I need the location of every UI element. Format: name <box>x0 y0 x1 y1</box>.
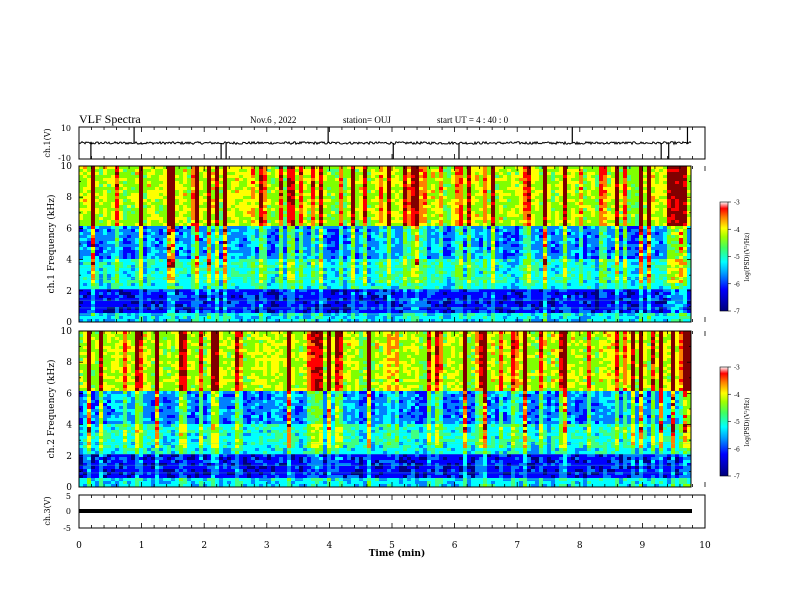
ch1-spectrogram-image <box>79 166 692 323</box>
spec-ytick-label: 10 <box>61 327 73 337</box>
colorbar-tick-label: -7 <box>734 309 740 316</box>
colorbar-tick-label: -6 <box>734 446 740 453</box>
ch1-colorbar <box>719 201 729 312</box>
x-tick-label: 3 <box>264 541 270 551</box>
spec-ytick-label: 8 <box>66 358 72 368</box>
colorbar-tick-label: -6 <box>734 281 740 288</box>
x-tick-label: 6 <box>452 541 458 551</box>
colorbar-tick-label: -5 <box>734 254 740 261</box>
colorbar-tick-label: -3 <box>734 200 740 207</box>
spec-ytick-label: 4 <box>66 256 72 266</box>
colorbar-tick-label: -7 <box>734 474 740 481</box>
ch1-colorbar-label: log(PSD)(V²/Hz) <box>744 233 751 282</box>
x-tick-label: 1 <box>139 541 145 551</box>
x-axis: 0 1 2 3 4 5 6 7 8 9 10 <box>76 127 711 551</box>
ch1-spike-group <box>90 127 689 159</box>
spec-ytick-label: 2 <box>66 287 72 297</box>
x-tick-label: 0 <box>76 541 82 551</box>
ch3-ytick-mid: 0 <box>66 507 71 516</box>
ch3-waveform-line <box>79 509 692 513</box>
date-label: Nov.6 , 2022 <box>250 115 296 125</box>
x-tick-label: 10 <box>699 541 711 551</box>
x-tick-label: 8 <box>577 541 583 551</box>
ch2-colorbar <box>719 366 729 477</box>
colorbar-tick-label: -4 <box>734 227 740 234</box>
ch1-waveform-line <box>78 140 692 146</box>
x-tick-label: 5 <box>389 541 395 551</box>
ch1-ytick-top: 10 <box>61 124 71 133</box>
spec-ytick-label: 8 <box>66 193 72 203</box>
ch1-ytick-bottom: -10 <box>58 154 71 163</box>
spec-ytick-label: 10 <box>61 162 73 172</box>
colorbar-tick-label: -3 <box>734 365 740 372</box>
x-tick-label: 4 <box>327 541 333 551</box>
spec-ytick-label: 2 <box>66 452 72 462</box>
colorbar-tick-label: -5 <box>734 419 740 426</box>
spec-ytick-label: 4 <box>66 421 72 431</box>
x-tick-label: 9 <box>640 541 646 551</box>
x-tick-label: 7 <box>514 541 520 551</box>
ch2-spec-ylabel: ch.2 Frequency (kHz) <box>46 360 57 459</box>
x-axis-label: Time (min) <box>369 548 426 559</box>
ch3-ylabel: ch.3(V) <box>43 496 52 525</box>
start-time-label: start UT = 4 : 40 : 0 <box>437 115 509 125</box>
ch3-ytick-top: 5 <box>66 492 71 501</box>
ch1-ylabel: ch.1(V) <box>43 128 52 157</box>
spec-ytick-label: 6 <box>66 224 72 234</box>
station-label: station= OUJ <box>343 115 391 125</box>
ch2-colorbar-label: log(PSD)(V²/Hz) <box>744 398 751 447</box>
spec-ytick-label: 0 <box>66 318 72 328</box>
spec-ytick-label: 0 <box>66 483 72 493</box>
ch2-spectrogram-image <box>79 331 692 488</box>
ch3-waveform-panel: 5 0 -5 ch.3(V) <box>43 492 706 533</box>
figure-title: VLF Spectra <box>79 112 141 126</box>
spec-ytick-label: 6 <box>66 389 72 399</box>
ch1-waveform-panel: 10 -10 ch.1(V) <box>43 124 706 163</box>
ch3-ytick-bottom: -5 <box>63 524 71 533</box>
ch1-spec-ylabel: ch.1 Frequency (kHz) <box>46 195 57 294</box>
colorbar-tick-label: -4 <box>734 392 740 399</box>
x-tick-label: 2 <box>201 541 207 551</box>
